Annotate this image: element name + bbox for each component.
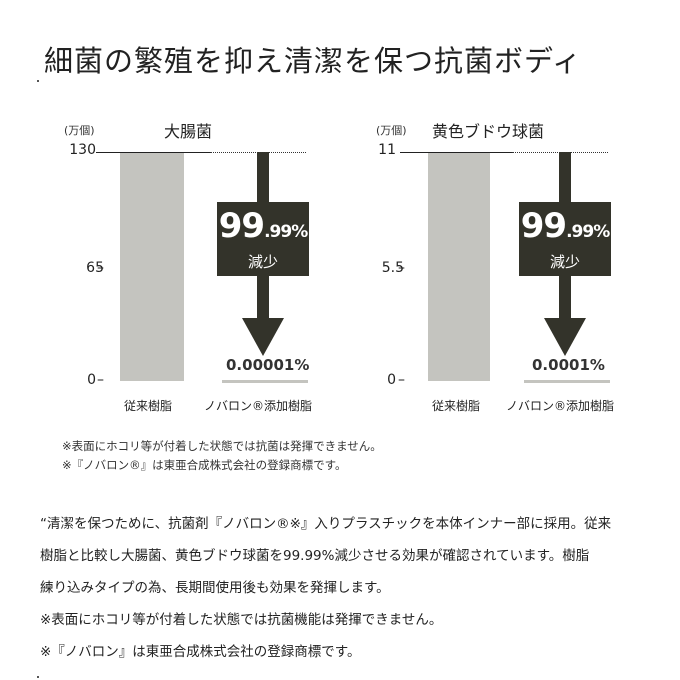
chart-e-coli: (万個) 大腸菌 130 65 0 – – 99.99% 減少 0.00001%… (50, 112, 350, 422)
y-tick-zero: 0 (387, 372, 396, 388)
bar-conventional (120, 153, 184, 381)
reduction-badge: 99.99% 減少 (519, 202, 611, 276)
page-title: 細菌の繁殖を抑え清潔を保つ抗菌ボディ (44, 44, 582, 78)
y-unit-label: (万個) (376, 124, 407, 137)
bar-novaron (524, 380, 610, 383)
note-line: ※表面にホコリ等が付着した状態では抗菌は発揮できません。 (62, 439, 382, 453)
remaining-value: 0.0001% (532, 356, 605, 374)
chart-title: 黄色ブドウ球菌 (432, 122, 545, 141)
paragraph-line: “清潔を保つために、抗菌剤『ノバロン®※』入りプラスチックを本体インナー部に採用… (40, 516, 612, 532)
y-unit-label: (万個) (64, 124, 95, 137)
y-tick-mid: 5.5 (381, 260, 404, 276)
badge-label: 減少 (247, 253, 278, 271)
note-line: ※『ノバロン®』は東亜合成株式会社の登録商標です。 (62, 458, 347, 472)
chart-title: 大腸菌 (164, 122, 213, 141)
max-line (96, 152, 210, 153)
badge-decimal: .99% (264, 222, 308, 242)
y-tick-max: 130 (69, 142, 96, 158)
y-tick-zero: 0 (87, 372, 96, 388)
chart-notes: ※表面にホコリ等が付着した状態では抗菌は発揮できません。 ※『ノバロン®』は東亜… (62, 437, 382, 475)
tick-dash: – (398, 260, 405, 276)
x-label-novaron: ノバロン®添加樹脂 (204, 399, 313, 413)
bar-conventional (428, 153, 490, 381)
paragraph-line: 樹脂と比較し大腸菌、黄色ブドウ球菌を99.99%減少させる効果が確認されています… (40, 548, 590, 564)
remaining-value: 0.00001% (226, 356, 310, 374)
tick-dash: – (97, 372, 104, 388)
corner-dot (37, 676, 39, 678)
bar-novaron (222, 380, 308, 383)
corner-dot (37, 80, 39, 82)
max-line (400, 152, 512, 153)
y-tick-mid: 65 (86, 260, 104, 276)
paragraph-line: ※『ノバロン』は東亜合成株式会社の登録商標です。 (40, 644, 361, 660)
x-label-conventional: 従来樹脂 (432, 399, 481, 413)
badge-label: 減少 (549, 253, 580, 271)
tick-dash: – (97, 260, 104, 276)
description-paragraph: “清潔を保つために、抗菌剤『ノバロン®※』入りプラスチックを本体インナー部に採用… (40, 508, 660, 668)
paragraph-line: 練り込みタイプの為、長期間使用後も効果を発揮します。 (40, 580, 390, 596)
tick-dash: – (398, 372, 405, 388)
badge-number: 99 (218, 206, 265, 246)
x-label-conventional: 従来樹脂 (124, 399, 173, 413)
paragraph-line: ※表面にホコリ等が付着した状態では抗菌機能は発揮できません。 (40, 612, 443, 628)
y-tick-max: 11 (378, 142, 396, 158)
x-label-novaron: ノバロン®添加樹脂 (506, 399, 615, 413)
badge-decimal: .99% (566, 222, 610, 242)
reduction-badge: 99.99% 減少 (217, 202, 309, 276)
chart-staphylococcus: (万個) 黄色ブドウ球菌 11 5.5 0 – – 99.99% 減少 0.00… (360, 112, 660, 422)
badge-number: 99 (520, 206, 567, 246)
